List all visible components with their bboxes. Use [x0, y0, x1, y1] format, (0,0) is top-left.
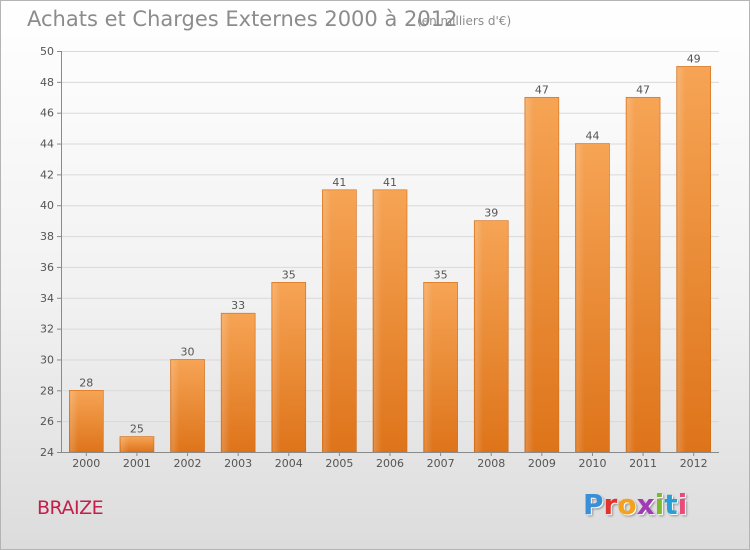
logo-letter: o [617, 488, 637, 521]
bar-value-label: 47 [535, 83, 549, 96]
y-tick-label: 46 [40, 107, 54, 120]
y-tick-label: 26 [40, 415, 54, 428]
bar-value-label: 44 [585, 130, 599, 143]
y-tick-label: 44 [40, 138, 54, 151]
bar-value-label: 30 [181, 345, 195, 358]
bar-value-label: 39 [484, 207, 498, 220]
logo-letter: t [664, 488, 678, 521]
bar-value-label: 49 [687, 52, 701, 65]
y-tick-label: 38 [40, 230, 54, 243]
bar-highlight [120, 437, 129, 452]
logo-letter: P [583, 488, 604, 521]
x-tick-label: 2007 [427, 457, 455, 470]
bar-highlight [323, 190, 332, 453]
x-tick-label: 2009 [528, 457, 556, 470]
y-tick-label: 50 [40, 45, 54, 58]
bars [69, 66, 711, 453]
x-tick-label: 2001 [123, 457, 151, 470]
y-tick-label: 40 [40, 199, 54, 212]
y-tick-label: 24 [40, 446, 54, 459]
x-tick-label: 2002 [174, 457, 202, 470]
labels: 24 26 28 30 32 34 36 38 40 42 44 46 48 50 28 2000 25 2001… [40, 45, 708, 470]
y-tick-label: 34 [40, 292, 54, 305]
logo-letter: i [654, 488, 665, 521]
logo-letter: r [603, 488, 618, 521]
y-tick-label: 48 [40, 76, 54, 89]
bar-highlight [576, 144, 585, 453]
bar-highlight [171, 360, 180, 452]
x-tick-label: 2010 [578, 457, 606, 470]
bar-value-label: 41 [383, 176, 397, 189]
logo-letter: i [677, 488, 688, 521]
bar-highlight [525, 98, 534, 453]
commune-name: BRAIZE [37, 497, 104, 519]
logo-letter: x [636, 488, 655, 521]
x-tick-label: 2004 [275, 457, 303, 470]
bar-value-label: 25 [130, 423, 144, 436]
x-tick-label: 2005 [325, 457, 353, 470]
bar-highlight [70, 391, 79, 452]
bar-highlight [272, 283, 281, 452]
bar-highlight [374, 190, 382, 453]
bar-highlight [627, 98, 636, 453]
axes [57, 51, 719, 456]
bar-value-label: 35 [282, 268, 296, 281]
bar-highlight [677, 67, 686, 452]
bar-value-label: 28 [79, 376, 93, 389]
chart-subtitle: (en milliers d'€) [417, 14, 512, 28]
x-tick-label: 2008 [477, 457, 505, 470]
y-tick-label: 32 [40, 323, 54, 336]
x-tick-label: 2003 [224, 457, 252, 470]
bar-value-label: 33 [231, 299, 245, 312]
bar-highlight [424, 283, 433, 452]
y-tick-label: 30 [40, 353, 54, 366]
x-tick-label: 2012 [680, 457, 708, 470]
y-tick-label: 36 [40, 261, 54, 274]
x-tick-label: 2006 [376, 457, 404, 470]
bar-value-label: 35 [434, 268, 448, 281]
x-tick-label: 2000 [72, 457, 100, 470]
bar-value-label: 41 [332, 176, 346, 189]
proxiti-logo[interactable]: Proxiti [583, 488, 687, 521]
bar-highlight [222, 314, 231, 452]
y-tick-label: 28 [40, 384, 54, 397]
chart-title: Achats et Charges Externes 2000 à 2012 [27, 7, 458, 31]
bar-highlight [475, 221, 484, 452]
bar-value-label: 47 [636, 83, 650, 96]
y-tick-label: 42 [40, 168, 54, 181]
x-tick-label: 2011 [629, 457, 657, 470]
